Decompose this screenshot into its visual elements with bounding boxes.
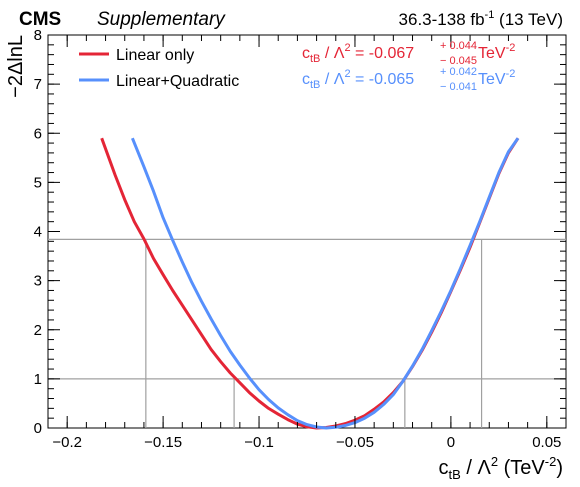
y-tick-label: 8: [34, 27, 42, 44]
y-tick-label: 5: [34, 174, 42, 191]
x-tick-label: −0.05: [336, 434, 374, 451]
x-tick-label: 0.05: [532, 434, 561, 451]
y-tick-label: 7: [34, 76, 42, 93]
result-linear-down: − 0.045: [440, 55, 477, 67]
x-tick-label: −0.1: [244, 434, 274, 451]
axes: −0.2 −0.15 −0.1 −0.05 0 0.05 0 1 2 3 4 5 6 7 8: [34, 27, 567, 451]
result-quadratic-up: + 0.042: [440, 66, 477, 78]
result-quadratic: ctB / Λ2 = -0.065 + 0.042 − 0.041 TeV-2: [302, 66, 515, 93]
x-tick-label: −0.2: [52, 434, 82, 451]
cms-label: CMS: [19, 9, 61, 30]
plot-area: [47, 34, 567, 429]
likelihood-curves: [100, 137, 520, 430]
curve-quadratic: [131, 137, 520, 430]
x-tick-label: 0: [447, 434, 455, 451]
result-linear: ctB / Λ2 = -0.067 + 0.044 − 0.045 TeV-2: [302, 40, 515, 67]
plot-frame: [47, 34, 567, 429]
y-tick-label: 0: [34, 420, 42, 437]
legend-label-quadratic: Linear+Quadratic: [116, 73, 239, 90]
legend-label-linear: Linear only: [116, 47, 194, 64]
y-tick-label: 1: [34, 371, 42, 388]
x-tick-label: −0.15: [144, 434, 182, 451]
supplementary-label: Supplementary: [97, 9, 226, 30]
result-quadratic-down: − 0.041: [440, 81, 477, 93]
luminosity-label: 36.3-138 fb-1 (13 TeV): [399, 9, 563, 29]
result-linear-unit: TeV-2: [478, 42, 515, 62]
result-linear-up: + 0.044: [440, 40, 477, 52]
y-tick-label: 3: [34, 273, 42, 290]
x-axis-title: ctB / Λ2 (TeV-2): [439, 454, 563, 482]
result-quadratic-unit: TeV-2: [478, 68, 515, 88]
y-tick-label: 6: [34, 125, 42, 142]
y-tick-label: 4: [34, 224, 42, 241]
y-axis-title: −2ΔlnL: [5, 35, 27, 98]
result-linear-main: ctB / Λ2 = -0.067: [302, 42, 414, 65]
y-tick-label: 2: [34, 322, 42, 339]
legend: Linear only Linear+Quadratic: [79, 47, 239, 90]
result-quadratic-main: ctB / Λ2 = -0.065: [302, 68, 414, 91]
reference-lines: [48, 238, 566, 428]
